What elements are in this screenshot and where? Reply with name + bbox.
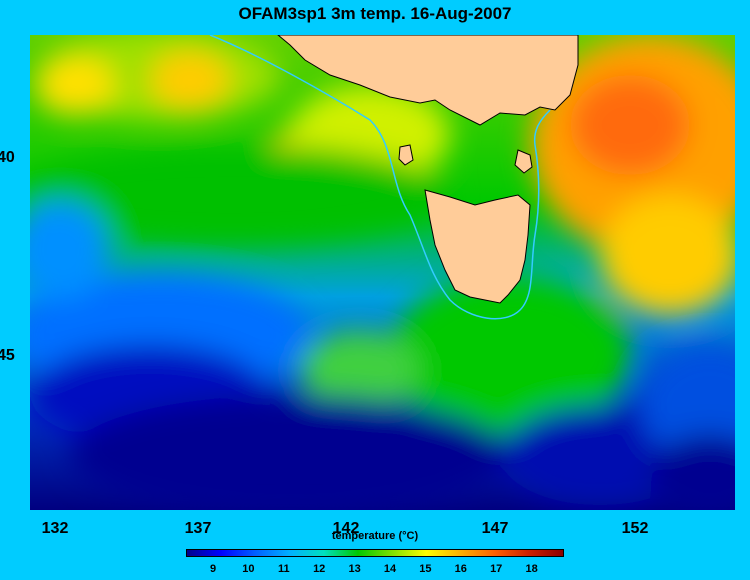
x-tick-label: 132: [41, 520, 69, 537]
colorbar-tick-label: 9: [209, 563, 217, 575]
y-tick-label: 45: [0, 347, 15, 364]
colorbar-title: temperature (°C): [331, 530, 419, 542]
temperature-field: [30, 35, 735, 510]
colorbar-tick-label: 11: [277, 563, 290, 575]
colorbar-tick-label: 10: [242, 563, 255, 575]
colorbar-tick-label: 13: [348, 563, 361, 575]
y-tick-label: 40: [0, 149, 15, 166]
colorbar-tick-label: 14: [383, 563, 397, 575]
colorbar-tick-label: 16: [454, 563, 467, 575]
colorbar-tick-label: 17: [490, 563, 503, 575]
x-tick-label: 147: [481, 520, 509, 537]
x-tick-label: 137: [184, 520, 212, 537]
colorbar-tick-label: 15: [419, 563, 432, 575]
map-title: OFAM3sp1 3m temp. 16-Aug-2007: [238, 4, 512, 23]
x-tick-label: 142: [332, 520, 360, 537]
tasmania-landmass: [424, 189, 531, 304]
colorbar-tick-label: 12: [313, 563, 326, 575]
colorbar: [186, 549, 564, 557]
mainland-landmass: [277, 35, 579, 126]
flinders-island: [514, 149, 533, 174]
current-contour-line: [209, 35, 551, 320]
colorbar-tick-label: 18: [525, 563, 538, 575]
x-tick-label: 152: [621, 520, 649, 537]
king-island: [398, 144, 414, 166]
temperature-map: [30, 35, 735, 510]
